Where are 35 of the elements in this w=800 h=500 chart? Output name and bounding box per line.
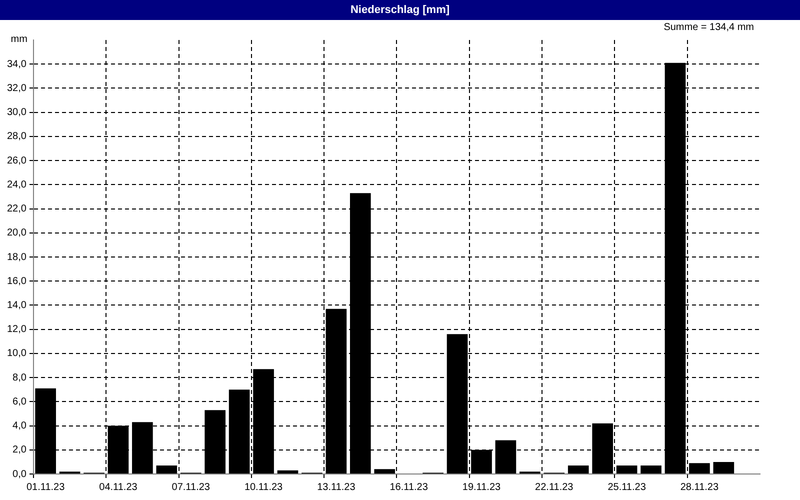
x-tick-label: 13.11.23 [317,482,356,493]
y-tick-label: 30,0 [6,107,27,118]
x-tick-label: 04.11.23 [99,482,138,493]
y-tick-label: 10,0 [6,348,27,360]
x-tick-label: 28.11.23 [680,482,719,493]
y-tick-label: 12,0 [6,324,27,336]
y-tick-label: 16,0 [6,276,27,287]
text: Summe = 134,4 mm [664,22,754,33]
bar [713,462,734,474]
x-tick-label: 22.11.23 [535,482,574,493]
y-tick-label: 28,0 [6,131,27,142]
y-axis-title: mm [10,34,28,45]
x-tick-label: 16.11.23 [390,482,428,493]
y-tick-label: 6,0 [12,396,27,408]
y-tick-label: 2,0 [12,444,27,456]
x-tick-label: 25.11.23 [608,482,646,493]
y-tick-label: 18,0 [6,252,27,263]
y-tick-label: 20,0 [6,228,27,239]
bar [568,466,589,474]
y-tick-label: 4,0 [12,420,27,432]
x-tick-label: 07.11.23 [172,482,210,493]
y-tick-label: 26,0 [6,155,27,166]
bar [640,466,662,474]
x-tick-label: 10.11.23 [244,482,284,493]
y-tick-label: 32,0 [6,82,27,94]
y-tick-label: 22,0 [6,204,27,215]
x-tick-label: 01.11.23 [26,482,66,493]
y-tick-label: 14,0 [6,300,27,311]
y-tick-label: 34,0 [6,58,27,70]
y-tick-label: 24,0 [6,179,27,190]
y-tick-label: 8,0 [12,372,27,384]
bar [277,470,298,474]
chart-title: Niederschlag [mm] [0,0,800,20]
y-tick-label: 0,0 [12,468,27,480]
x-tick-label: 19.11.23 [462,482,502,493]
